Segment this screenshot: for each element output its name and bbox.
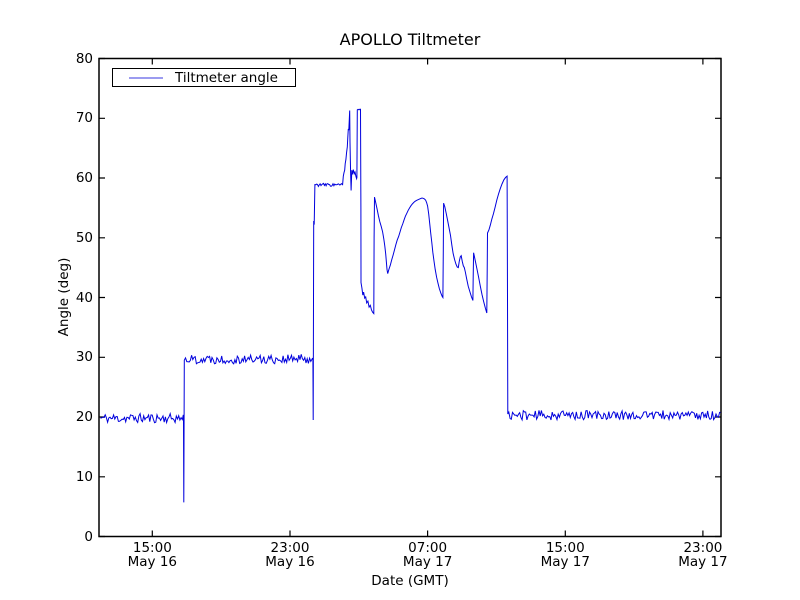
x-tick-label-date: May 17 [540,554,590,570]
y-tick-label: 30 [75,349,93,366]
x-tick-label-date: May 16 [127,554,178,570]
x-tick-label-time: 23:00 [270,540,310,556]
x-tick-label-date: May 17 [402,554,453,570]
x-tick-label-date: May 16 [265,554,315,570]
tiltmeter-line [100,108,721,503]
y-tick-label: 40 [75,289,93,306]
x-tick-label-date: May 17 [678,554,728,570]
legend-label: Tiltmeter angle [175,69,278,86]
legend-line-sample-icon [129,76,163,79]
y-tick-label: 0 [84,528,93,545]
x-tick-label-time: 23:00 [683,540,723,556]
y-tick-label: 60 [75,170,93,186]
page-title: APOLLO Tiltmeter [339,30,481,49]
legend: Tiltmeter angle [112,68,296,87]
y-tick-label: 50 [75,229,93,246]
tick-marks [99,57,721,538]
y-tick-label: 80 [75,50,93,67]
x-axis-label: Date (GMT) [371,573,449,589]
x-tick-label-time: 15:00 [132,540,172,556]
y-tick-label: 10 [75,468,93,485]
x-tick-label-time: 07:00 [408,540,448,556]
x-tick-label-time: 15:00 [545,540,585,556]
y-tick-label: 70 [75,110,93,127]
axes-frame [98,57,722,538]
tick-mark [99,57,721,538]
y-tick-label: 20 [75,409,93,425]
